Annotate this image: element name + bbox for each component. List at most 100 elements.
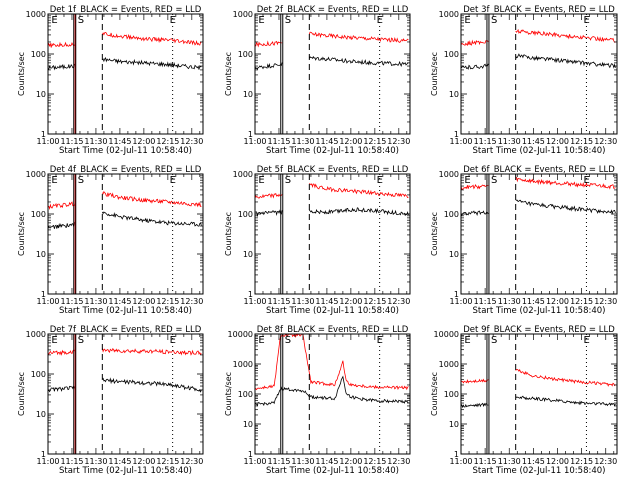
y-tick-label: 10 bbox=[449, 420, 459, 429]
y-tick-label: 1000 bbox=[26, 170, 46, 179]
x-axis-label: Start Time (02-Jul-11 10:58:40) bbox=[266, 306, 399, 316]
x-axis-label: Start Time (02-Jul-11 10:58:40) bbox=[59, 466, 192, 476]
x-tick-label: 11:00 bbox=[449, 297, 472, 306]
x-axis-label: Start Time (02-Jul-11 10:58:40) bbox=[473, 306, 606, 316]
y-tick-label: 1000 bbox=[26, 330, 46, 339]
marker-e-label: E bbox=[464, 175, 470, 186]
marker-e-label: E bbox=[464, 15, 470, 26]
x-tick-label: 12:15 bbox=[156, 297, 179, 306]
series-lld-line bbox=[255, 40, 283, 48]
x-tick-label: 11:00 bbox=[36, 297, 59, 306]
series-events-line bbox=[48, 221, 76, 229]
marker-e-label: E bbox=[170, 335, 176, 346]
y-axis-label: Counts/sec bbox=[430, 212, 439, 256]
y-tick-label: 100 bbox=[238, 210, 253, 219]
axes-frame bbox=[460, 173, 618, 295]
x-tick-label: 11:00 bbox=[243, 457, 266, 466]
y-tick-label: 1000 bbox=[439, 10, 459, 19]
series-events-line bbox=[48, 63, 76, 71]
marker-s-label: S bbox=[78, 335, 84, 346]
x-tick-label: 11:30 bbox=[291, 457, 314, 466]
series-lld-line bbox=[309, 183, 409, 199]
x-tick-label: 12:15 bbox=[570, 137, 593, 146]
x-tick-label: 12:30 bbox=[594, 137, 617, 146]
x-tick-label: 12:15 bbox=[363, 297, 386, 306]
x-tick-label: 12:30 bbox=[387, 137, 410, 146]
axes-frame bbox=[254, 13, 411, 135]
y-tick-label: 1 bbox=[41, 290, 46, 299]
series-lld-line bbox=[48, 349, 76, 356]
series-lld-line bbox=[461, 39, 489, 47]
y-axis-label: Counts/sec bbox=[17, 52, 26, 96]
x-axis-label: Start Time (02-Jul-11 10:58:40) bbox=[266, 146, 399, 156]
panel-title: Det 7f_BLACK = Events, RED = LLD bbox=[50, 325, 202, 335]
series-events-line bbox=[515, 395, 616, 407]
x-tick-label: 12:15 bbox=[570, 297, 593, 306]
series-events-line bbox=[102, 377, 202, 393]
y-tick-label: 10 bbox=[36, 90, 46, 99]
marker-s-label: S bbox=[285, 335, 291, 346]
x-tick-label: 11:45 bbox=[315, 297, 338, 306]
y-tick-label: 10 bbox=[449, 90, 459, 99]
x-axis-label: Start Time (02-Jul-11 10:58:40) bbox=[473, 146, 606, 156]
marker-e-label: E bbox=[377, 335, 383, 346]
y-tick-label: 1000 bbox=[439, 170, 459, 179]
x-tick-label: 11:45 bbox=[522, 457, 545, 466]
marker-e-label: E bbox=[170, 15, 176, 26]
x-tick-label: 11:15 bbox=[267, 137, 290, 146]
x-tick-label: 12:30 bbox=[180, 137, 203, 146]
panel-title: Det 4f_BLACK = Events, RED = LLD bbox=[50, 165, 202, 175]
x-tick-label: 12:00 bbox=[546, 137, 569, 146]
x-tick-label: 12:15 bbox=[156, 457, 179, 466]
y-tick-label: 10 bbox=[449, 250, 459, 259]
series-lld-line bbox=[255, 334, 409, 391]
x-axis-label: Start Time (02-Jul-11 10:58:40) bbox=[59, 146, 192, 156]
x-axis-label: Start Time (02-Jul-11 10:58:40) bbox=[266, 466, 399, 476]
x-tick-label: 11:15 bbox=[60, 137, 83, 146]
x-tick-label: 12:15 bbox=[363, 457, 386, 466]
marker-s-label: S bbox=[285, 175, 291, 186]
y-tick-label: 100 bbox=[238, 390, 253, 399]
series-events-line bbox=[308, 55, 409, 67]
y-tick-label: 1 bbox=[454, 290, 459, 299]
x-tick-label: 11:30 bbox=[498, 297, 521, 306]
marker-s-label: S bbox=[78, 15, 84, 26]
x-tick-label: 12:30 bbox=[387, 457, 410, 466]
series-events-line bbox=[255, 375, 409, 407]
marker-e-label: E bbox=[464, 335, 470, 346]
y-tick-label: 10000 bbox=[434, 330, 459, 339]
marker-s-label: S bbox=[78, 175, 84, 186]
x-tick-label: 11:30 bbox=[498, 137, 521, 146]
marker-e-label: E bbox=[170, 175, 176, 186]
y-axis-label: Counts/sec bbox=[224, 212, 233, 256]
series-events-line bbox=[308, 207, 409, 217]
marker-s-label: S bbox=[491, 15, 497, 26]
series-lld-line bbox=[461, 184, 489, 190]
y-tick-label: 1000 bbox=[233, 170, 253, 179]
y-axis-label: Counts/sec bbox=[17, 372, 26, 416]
y-tick-label: 100 bbox=[444, 50, 459, 59]
series-lld-line bbox=[101, 31, 202, 46]
y-tick-label: 10000 bbox=[228, 330, 253, 339]
x-tick-label: 11:30 bbox=[84, 457, 107, 466]
x-tick-label: 11:15 bbox=[267, 297, 290, 306]
x-tick-label: 12:30 bbox=[594, 457, 617, 466]
y-tick-label: 1 bbox=[248, 450, 253, 459]
panel-title: Det 6f_BLACK = Events, RED = LLD bbox=[463, 165, 615, 175]
marker-e-label: E bbox=[51, 335, 57, 346]
x-tick-label: 12:00 bbox=[132, 137, 155, 146]
series-lld-line bbox=[101, 348, 202, 356]
x-tick-label: 12:30 bbox=[387, 297, 410, 306]
y-tick-label: 100 bbox=[444, 390, 459, 399]
y-tick-label: 1 bbox=[454, 450, 459, 459]
x-tick-label: 12:30 bbox=[180, 457, 203, 466]
series-lld-line bbox=[515, 177, 616, 190]
y-tick-label: 100 bbox=[31, 370, 46, 379]
y-tick-label: 10 bbox=[243, 250, 253, 259]
